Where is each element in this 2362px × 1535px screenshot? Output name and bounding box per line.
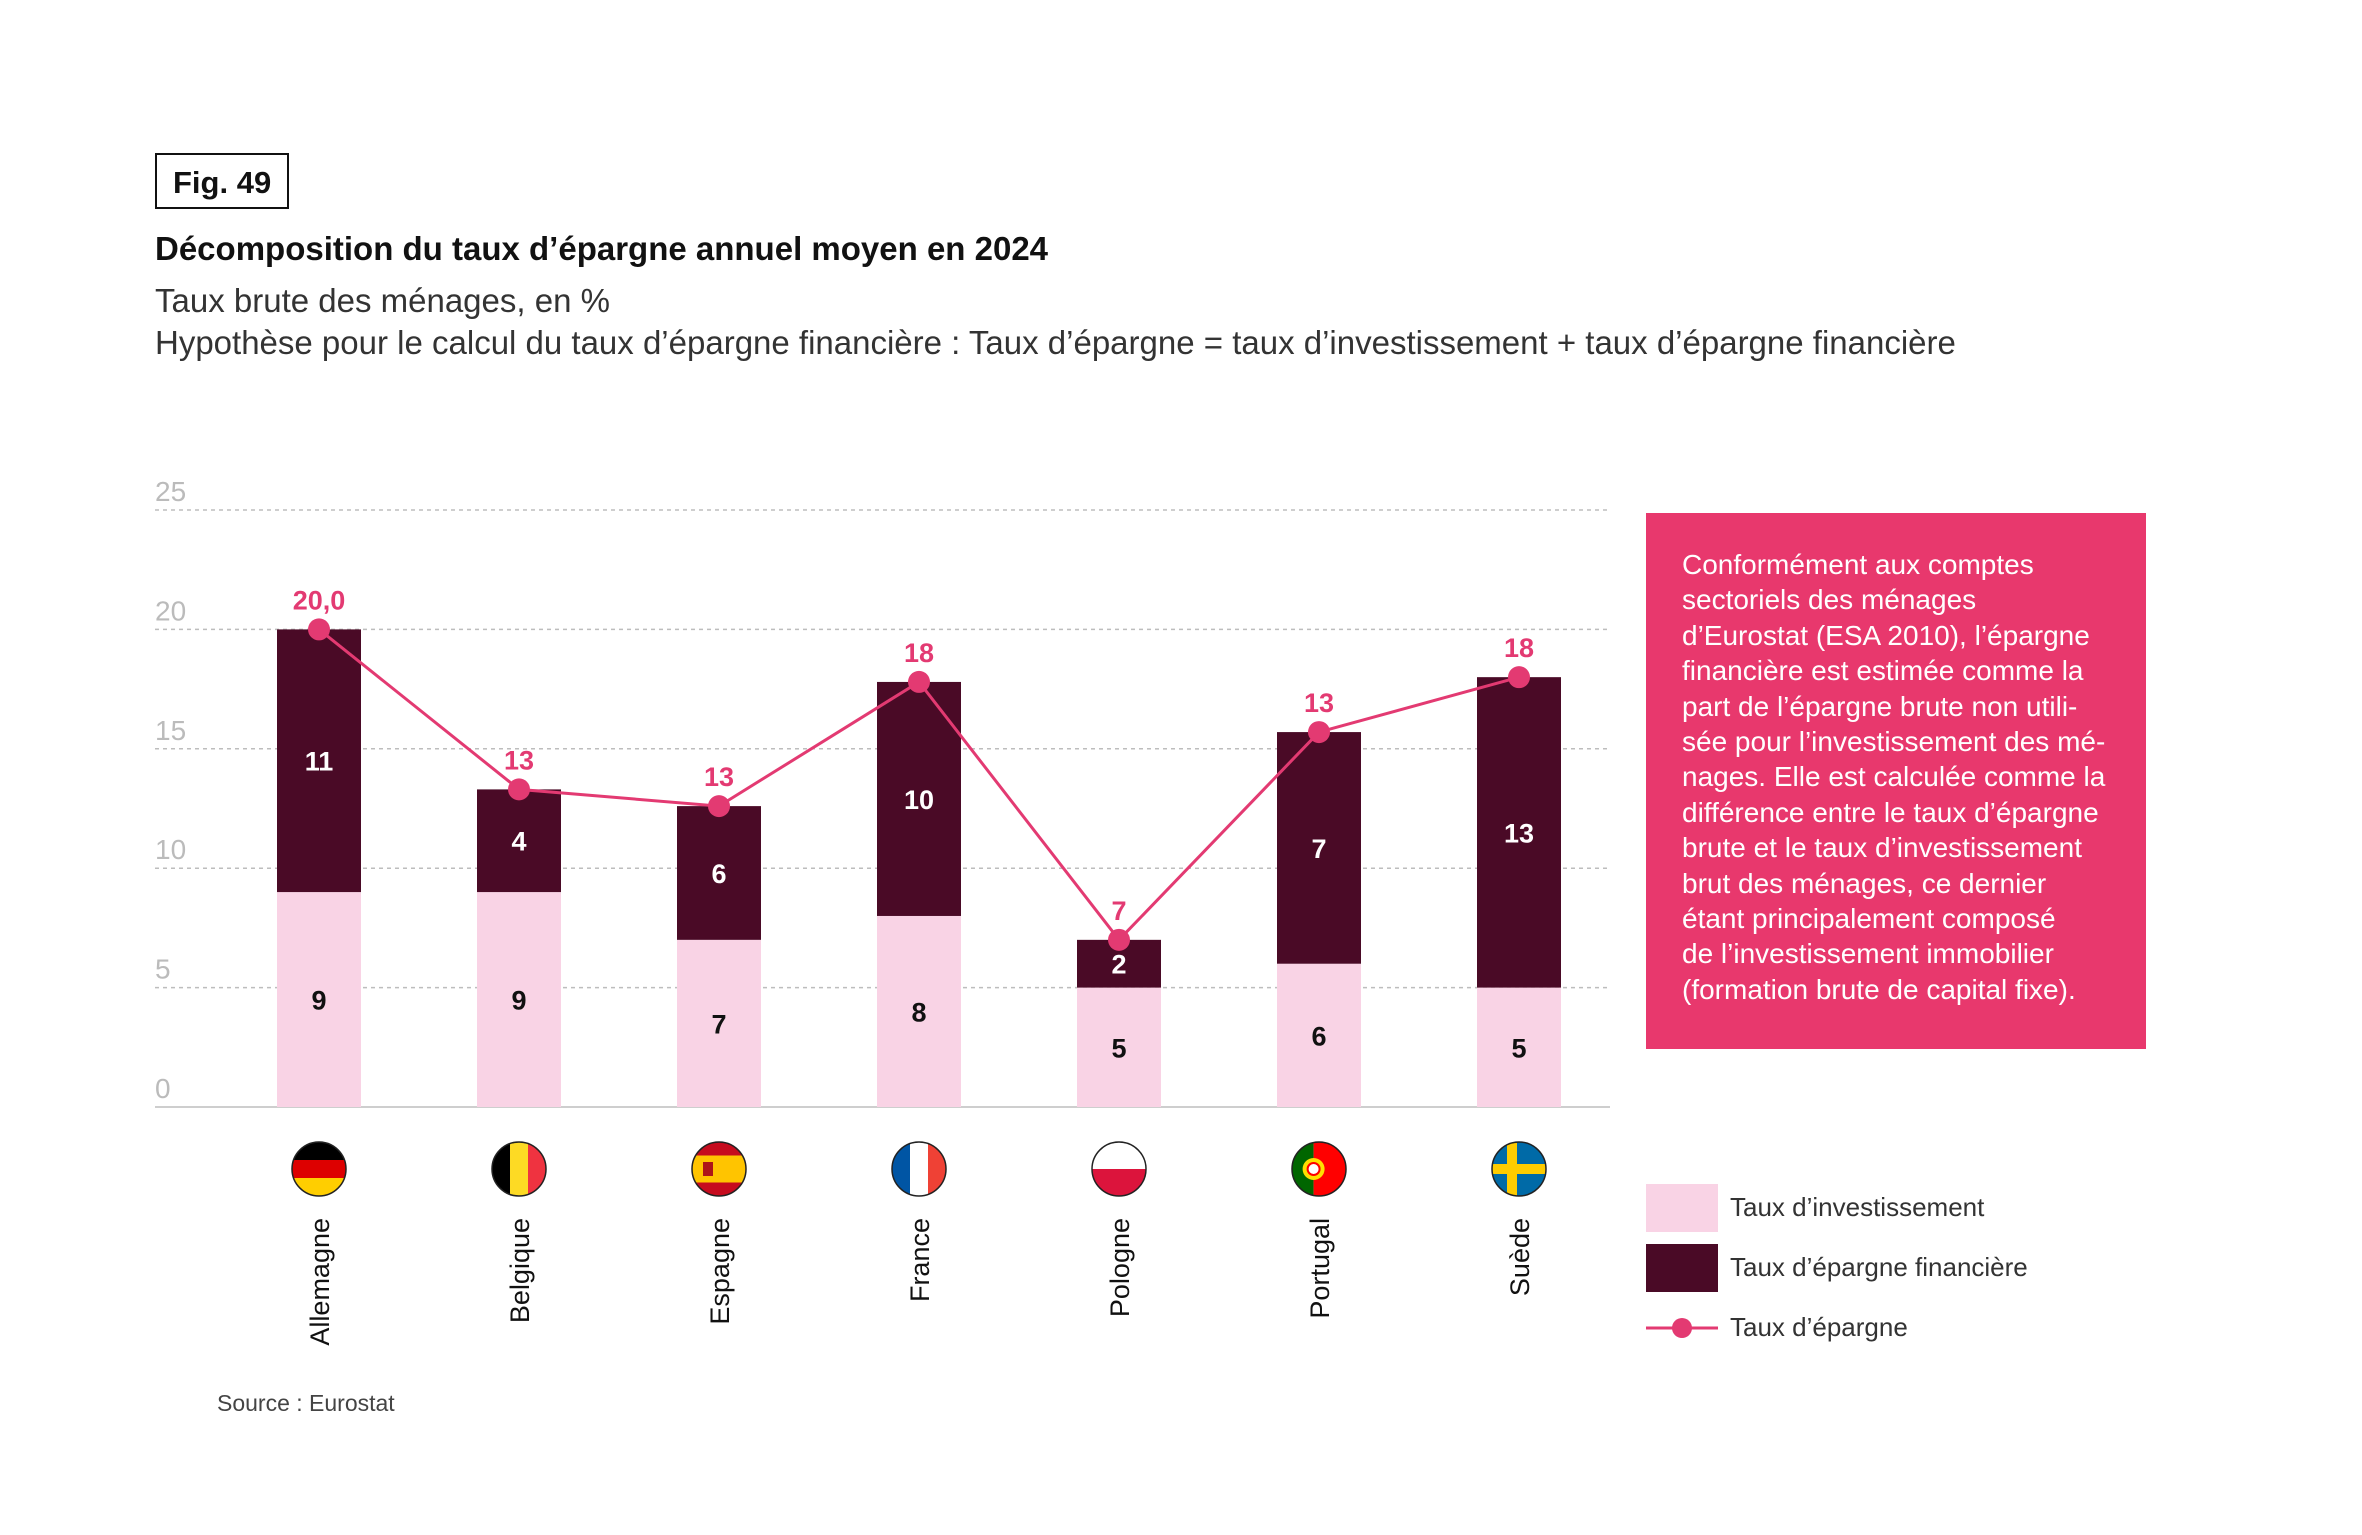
bar-investment-label-allemagne: 9 bbox=[311, 986, 326, 1016]
bar-financial-portugal bbox=[1277, 732, 1361, 964]
y-tick-label-5: 5 bbox=[155, 954, 171, 985]
bar-investment-label-belgique: 9 bbox=[511, 986, 526, 1016]
legend-item-investment: Taux d’investissement bbox=[1646, 1184, 2146, 1232]
x-category-label-portugal: Portugal bbox=[1305, 1218, 1335, 1319]
sweden-flag bbox=[1491, 1141, 1547, 1197]
portugal-flag bbox=[1291, 1141, 1347, 1197]
x-category-label-espagne: Espagne bbox=[705, 1218, 735, 1325]
savings-point-espagne bbox=[708, 795, 730, 818]
legend-label-investment: Taux d’investissement bbox=[1730, 1192, 1985, 1222]
source-note: Source : Eurostat bbox=[217, 1390, 395, 1416]
y-tick-label-0: 0 bbox=[155, 1073, 171, 1104]
spain-flag bbox=[691, 1141, 747, 1197]
bar-investment-pologne bbox=[1077, 987, 1161, 1107]
legend-label-financial: Taux d’épargne financière bbox=[1730, 1252, 2028, 1282]
bar-financial-espagne bbox=[677, 806, 761, 940]
savings-point-suede bbox=[1508, 666, 1530, 689]
chart-subtitle: Taux brute des ménages, en % bbox=[155, 282, 610, 319]
bar-investment-espagne bbox=[677, 939, 761, 1107]
bar-investment-label-france: 8 bbox=[911, 997, 926, 1027]
bar-investment-belgique bbox=[477, 892, 561, 1107]
bar-financial-label-espagne: 6 bbox=[711, 859, 726, 889]
bar-investment-portugal bbox=[1277, 963, 1361, 1107]
savings-label-suede: 18 bbox=[1504, 633, 1534, 663]
savings-label-espagne: 13 bbox=[704, 762, 734, 792]
legend-swatch-investment bbox=[1646, 1184, 1718, 1232]
legend-label-savings: Taux d’épargne bbox=[1730, 1312, 1908, 1342]
bar-financial-allemagne bbox=[277, 629, 361, 893]
chart-title: Décomposition du taux d’épargne annuel m… bbox=[155, 230, 1049, 267]
bar-financial-label-pologne: 2 bbox=[1111, 950, 1126, 980]
savings-point-belgique bbox=[508, 778, 530, 801]
y-tick-label-10: 10 bbox=[155, 834, 186, 865]
bar-investment-suede bbox=[1477, 987, 1561, 1107]
bar-investment-label-pologne: 5 bbox=[1111, 1033, 1126, 1063]
bar-financial-label-france: 10 bbox=[904, 785, 934, 815]
savings-label-belgique: 13 bbox=[504, 745, 534, 775]
figure-number-badge: Fig. 49 bbox=[155, 153, 290, 209]
france-flag bbox=[891, 1141, 947, 1197]
belgium-flag bbox=[491, 1141, 547, 1197]
x-category-label-suede: Suède bbox=[1505, 1218, 1535, 1296]
savings-point-allemagne bbox=[308, 618, 330, 641]
bar-investment-label-suede: 5 bbox=[1511, 1033, 1526, 1063]
bar-financial-france bbox=[877, 681, 961, 916]
y-tick-label-25: 25 bbox=[155, 476, 186, 507]
bar-financial-belgique bbox=[477, 789, 561, 893]
bar-financial-label-portugal: 7 bbox=[1311, 834, 1326, 864]
savings-point-portugal bbox=[1308, 721, 1330, 744]
x-category-label-pologne: Pologne bbox=[1105, 1218, 1135, 1317]
savings-label-pologne: 7 bbox=[1111, 896, 1126, 926]
savings-label-france: 18 bbox=[904, 638, 934, 668]
bar-financial-label-allemagne: 11 bbox=[305, 747, 334, 777]
bar-investment-france bbox=[877, 915, 961, 1107]
info-box-text: Conformément aux comptes sectoriels des … bbox=[1682, 549, 2106, 1005]
y-tick-label-20: 20 bbox=[155, 595, 186, 626]
bar-financial-label-suede: 13 bbox=[1504, 818, 1534, 848]
savings-label-portugal: 13 bbox=[1304, 688, 1334, 718]
x-category-label-france: France bbox=[905, 1218, 935, 1302]
legend-swatch-financial bbox=[1646, 1244, 1718, 1292]
bar-investment-label-portugal: 6 bbox=[1311, 1021, 1326, 1051]
chart-hypothesis-note: Hypothèse pour le calcul du taux d’éparg… bbox=[155, 324, 1956, 361]
x-category-label-belgique: Belgique bbox=[505, 1218, 535, 1323]
legend-item-financial: Taux d’épargne financière bbox=[1646, 1244, 2146, 1292]
savings-point-france bbox=[908, 670, 930, 693]
bar-investment-label-espagne: 7 bbox=[711, 1009, 726, 1039]
bar-investment-allemagne bbox=[277, 892, 361, 1107]
bar-financial-label-belgique: 4 bbox=[511, 827, 526, 857]
legend-item-savings: Taux d’épargne bbox=[1646, 1304, 2146, 1352]
legend-line-savings-marker bbox=[1646, 1318, 1718, 1338]
x-category-label-allemagne: Allemagne bbox=[305, 1218, 335, 1346]
savings-point-pologne bbox=[1108, 928, 1130, 951]
info-box: Conformément aux comptes sectoriels des … bbox=[1646, 513, 2146, 1049]
savings-label-allemagne: 20,0 bbox=[293, 585, 346, 615]
germany-flag bbox=[291, 1141, 347, 1197]
bar-financial-suede bbox=[1477, 677, 1561, 988]
y-tick-label-15: 15 bbox=[155, 715, 186, 746]
poland-flag bbox=[1091, 1141, 1147, 1197]
